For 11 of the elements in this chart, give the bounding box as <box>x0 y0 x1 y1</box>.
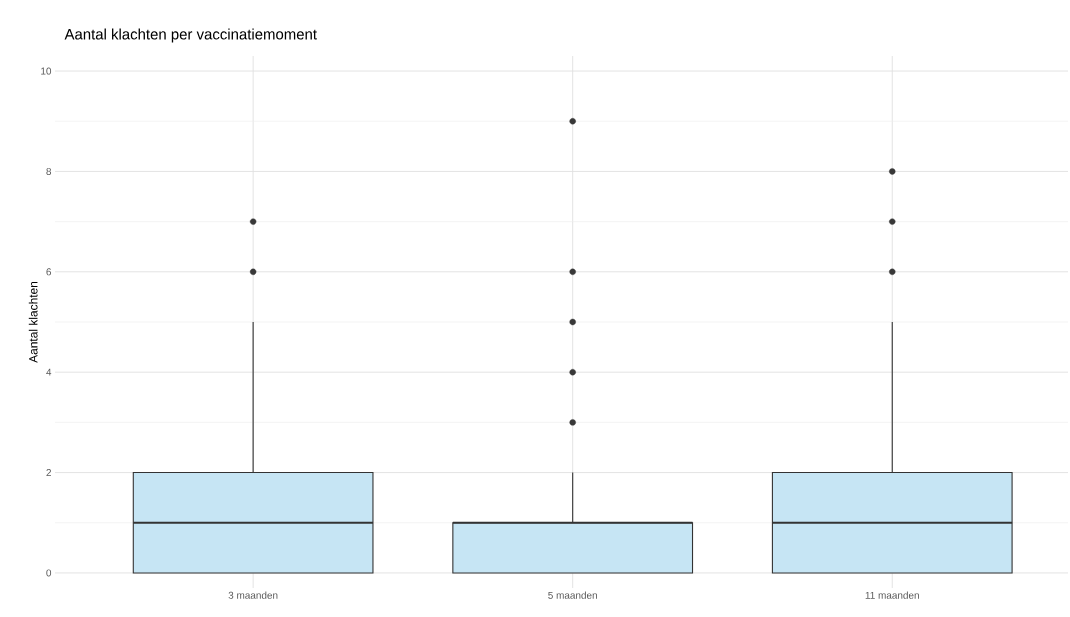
y-tick-label: 8 <box>46 167 52 175</box>
x-tick-label: 11 maanden <box>865 591 919 599</box>
x-tick-label: 3 maanden <box>228 591 278 599</box>
y-axis-title: Aantal klachten <box>28 281 38 363</box>
x-tick-label: 5 maanden <box>548 591 597 599</box>
y-tick-label: 10 <box>41 67 52 75</box>
chart-title: Aantal klachten per vaccinatiemoment <box>64 28 317 43</box>
y-tick-label: 6 <box>46 268 52 276</box>
y-tick-label: 0 <box>46 569 52 577</box>
y-tick-label: 4 <box>46 368 52 376</box>
y-tick-label: 2 <box>46 469 51 477</box>
